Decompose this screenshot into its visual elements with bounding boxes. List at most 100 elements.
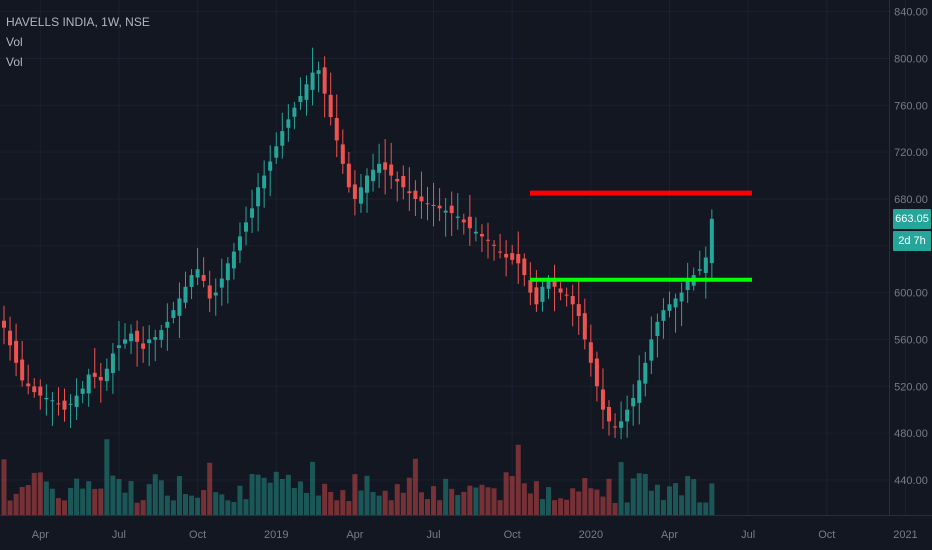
candle-body <box>467 216 472 229</box>
time-tick-label: Apr <box>346 529 363 541</box>
candle-body <box>352 184 357 199</box>
volume-bar <box>570 488 576 515</box>
volume-bar <box>509 476 515 515</box>
candle-body <box>141 343 146 349</box>
candle-body <box>395 178 400 182</box>
volume-legend-1[interactable]: Vol <box>6 35 23 49</box>
candle-body <box>322 67 327 94</box>
volume-bar <box>237 485 243 515</box>
volume-bar <box>352 474 358 515</box>
bar-countdown-label: 2d 7h <box>893 230 931 251</box>
volume-bar <box>19 487 25 515</box>
volume-legend-2[interactable]: Vol <box>6 55 23 69</box>
candle-body <box>280 131 285 146</box>
candle-body <box>32 386 37 393</box>
price-tick-label: 800.00 <box>894 54 928 66</box>
candle-body <box>274 146 279 158</box>
price-tick-label: 560.00 <box>894 334 928 346</box>
candle-body <box>304 84 309 100</box>
candle-body <box>195 269 200 278</box>
volume-bar <box>533 481 539 515</box>
volume-bar <box>546 487 551 515</box>
candle-body <box>268 161 273 171</box>
candle-body <box>328 94 333 118</box>
volume-bar <box>612 502 618 515</box>
volume-bar <box>116 479 122 515</box>
volume-bar <box>703 502 709 515</box>
time-tick-label: Jul <box>427 529 441 541</box>
candle-body <box>383 162 388 170</box>
candle-body <box>44 397 49 400</box>
candle-body <box>38 386 43 396</box>
volume-bar <box>425 499 430 515</box>
volume-bar <box>539 499 545 515</box>
volume-bar <box>225 500 231 515</box>
candle-body <box>183 286 188 303</box>
volume-bar <box>388 500 394 515</box>
volume-bar <box>437 500 443 515</box>
candle-body <box>316 70 321 74</box>
volume-bar <box>564 499 570 515</box>
volume-bar <box>648 490 654 515</box>
volume-bar <box>630 478 636 515</box>
volume-bar <box>146 484 152 515</box>
price-tick-label: 680.00 <box>894 194 928 206</box>
candle-body <box>631 397 636 407</box>
volume-bar <box>406 477 412 515</box>
volume-bar <box>521 483 527 515</box>
candle-body <box>153 337 158 340</box>
volume-bar <box>461 491 467 515</box>
candle-body <box>588 342 593 363</box>
volume-bar <box>606 478 612 515</box>
volume-bar <box>660 500 666 515</box>
volume-bar <box>340 490 346 515</box>
candle-body <box>637 380 642 403</box>
candle-body <box>135 330 140 342</box>
candle-body <box>231 251 236 269</box>
volume-bar <box>207 462 213 515</box>
volume-bar <box>189 495 195 515</box>
drawn-lines[interactable] <box>530 190 752 282</box>
candle-body <box>570 295 575 305</box>
volume-bar <box>1 459 7 515</box>
candle-body <box>298 95 303 102</box>
candle-body <box>546 280 551 289</box>
candle-body <box>619 421 624 428</box>
last-price-label: 663.05 <box>893 208 931 229</box>
symbol-title[interactable]: HAVELLS INDIA, 1W, NSE <box>6 15 150 29</box>
time-axis[interactable]: Apr Jul Oct 2019 Apr Jul Oct 2020 Apr Jul Oct 2021 <box>32 529 918 541</box>
candle-body <box>201 275 206 281</box>
candle-body <box>171 310 176 319</box>
volume-bar <box>588 488 594 515</box>
candle-body <box>504 253 509 258</box>
volume-bar <box>691 479 697 515</box>
candle-body <box>407 191 412 194</box>
candle-body <box>600 389 605 410</box>
candle-body <box>419 196 424 202</box>
candle-body <box>310 72 315 90</box>
candle-body <box>292 107 297 117</box>
candle-body <box>516 254 521 264</box>
price-tick-label: 520.00 <box>894 381 928 393</box>
volume-bar <box>394 484 400 515</box>
candle-body <box>401 175 406 188</box>
volume-bar <box>316 495 322 515</box>
volume-bar <box>243 499 249 515</box>
candle-body <box>116 345 121 348</box>
time-tick-label: 2021 <box>893 529 917 541</box>
volume-bar <box>455 495 461 515</box>
candle-body <box>479 233 484 237</box>
candle-body <box>74 395 79 407</box>
price-tick-label: 720.00 <box>894 147 928 159</box>
candle-body <box>80 388 85 394</box>
volume-bar <box>673 483 679 515</box>
candle-body <box>443 210 448 213</box>
volume-bar <box>134 502 140 515</box>
candle-body <box>498 251 503 253</box>
volume-bar <box>449 488 455 515</box>
candle-body <box>377 163 382 173</box>
candle-body <box>207 285 212 299</box>
volume-bar <box>92 488 98 515</box>
volume-bar <box>654 484 660 515</box>
